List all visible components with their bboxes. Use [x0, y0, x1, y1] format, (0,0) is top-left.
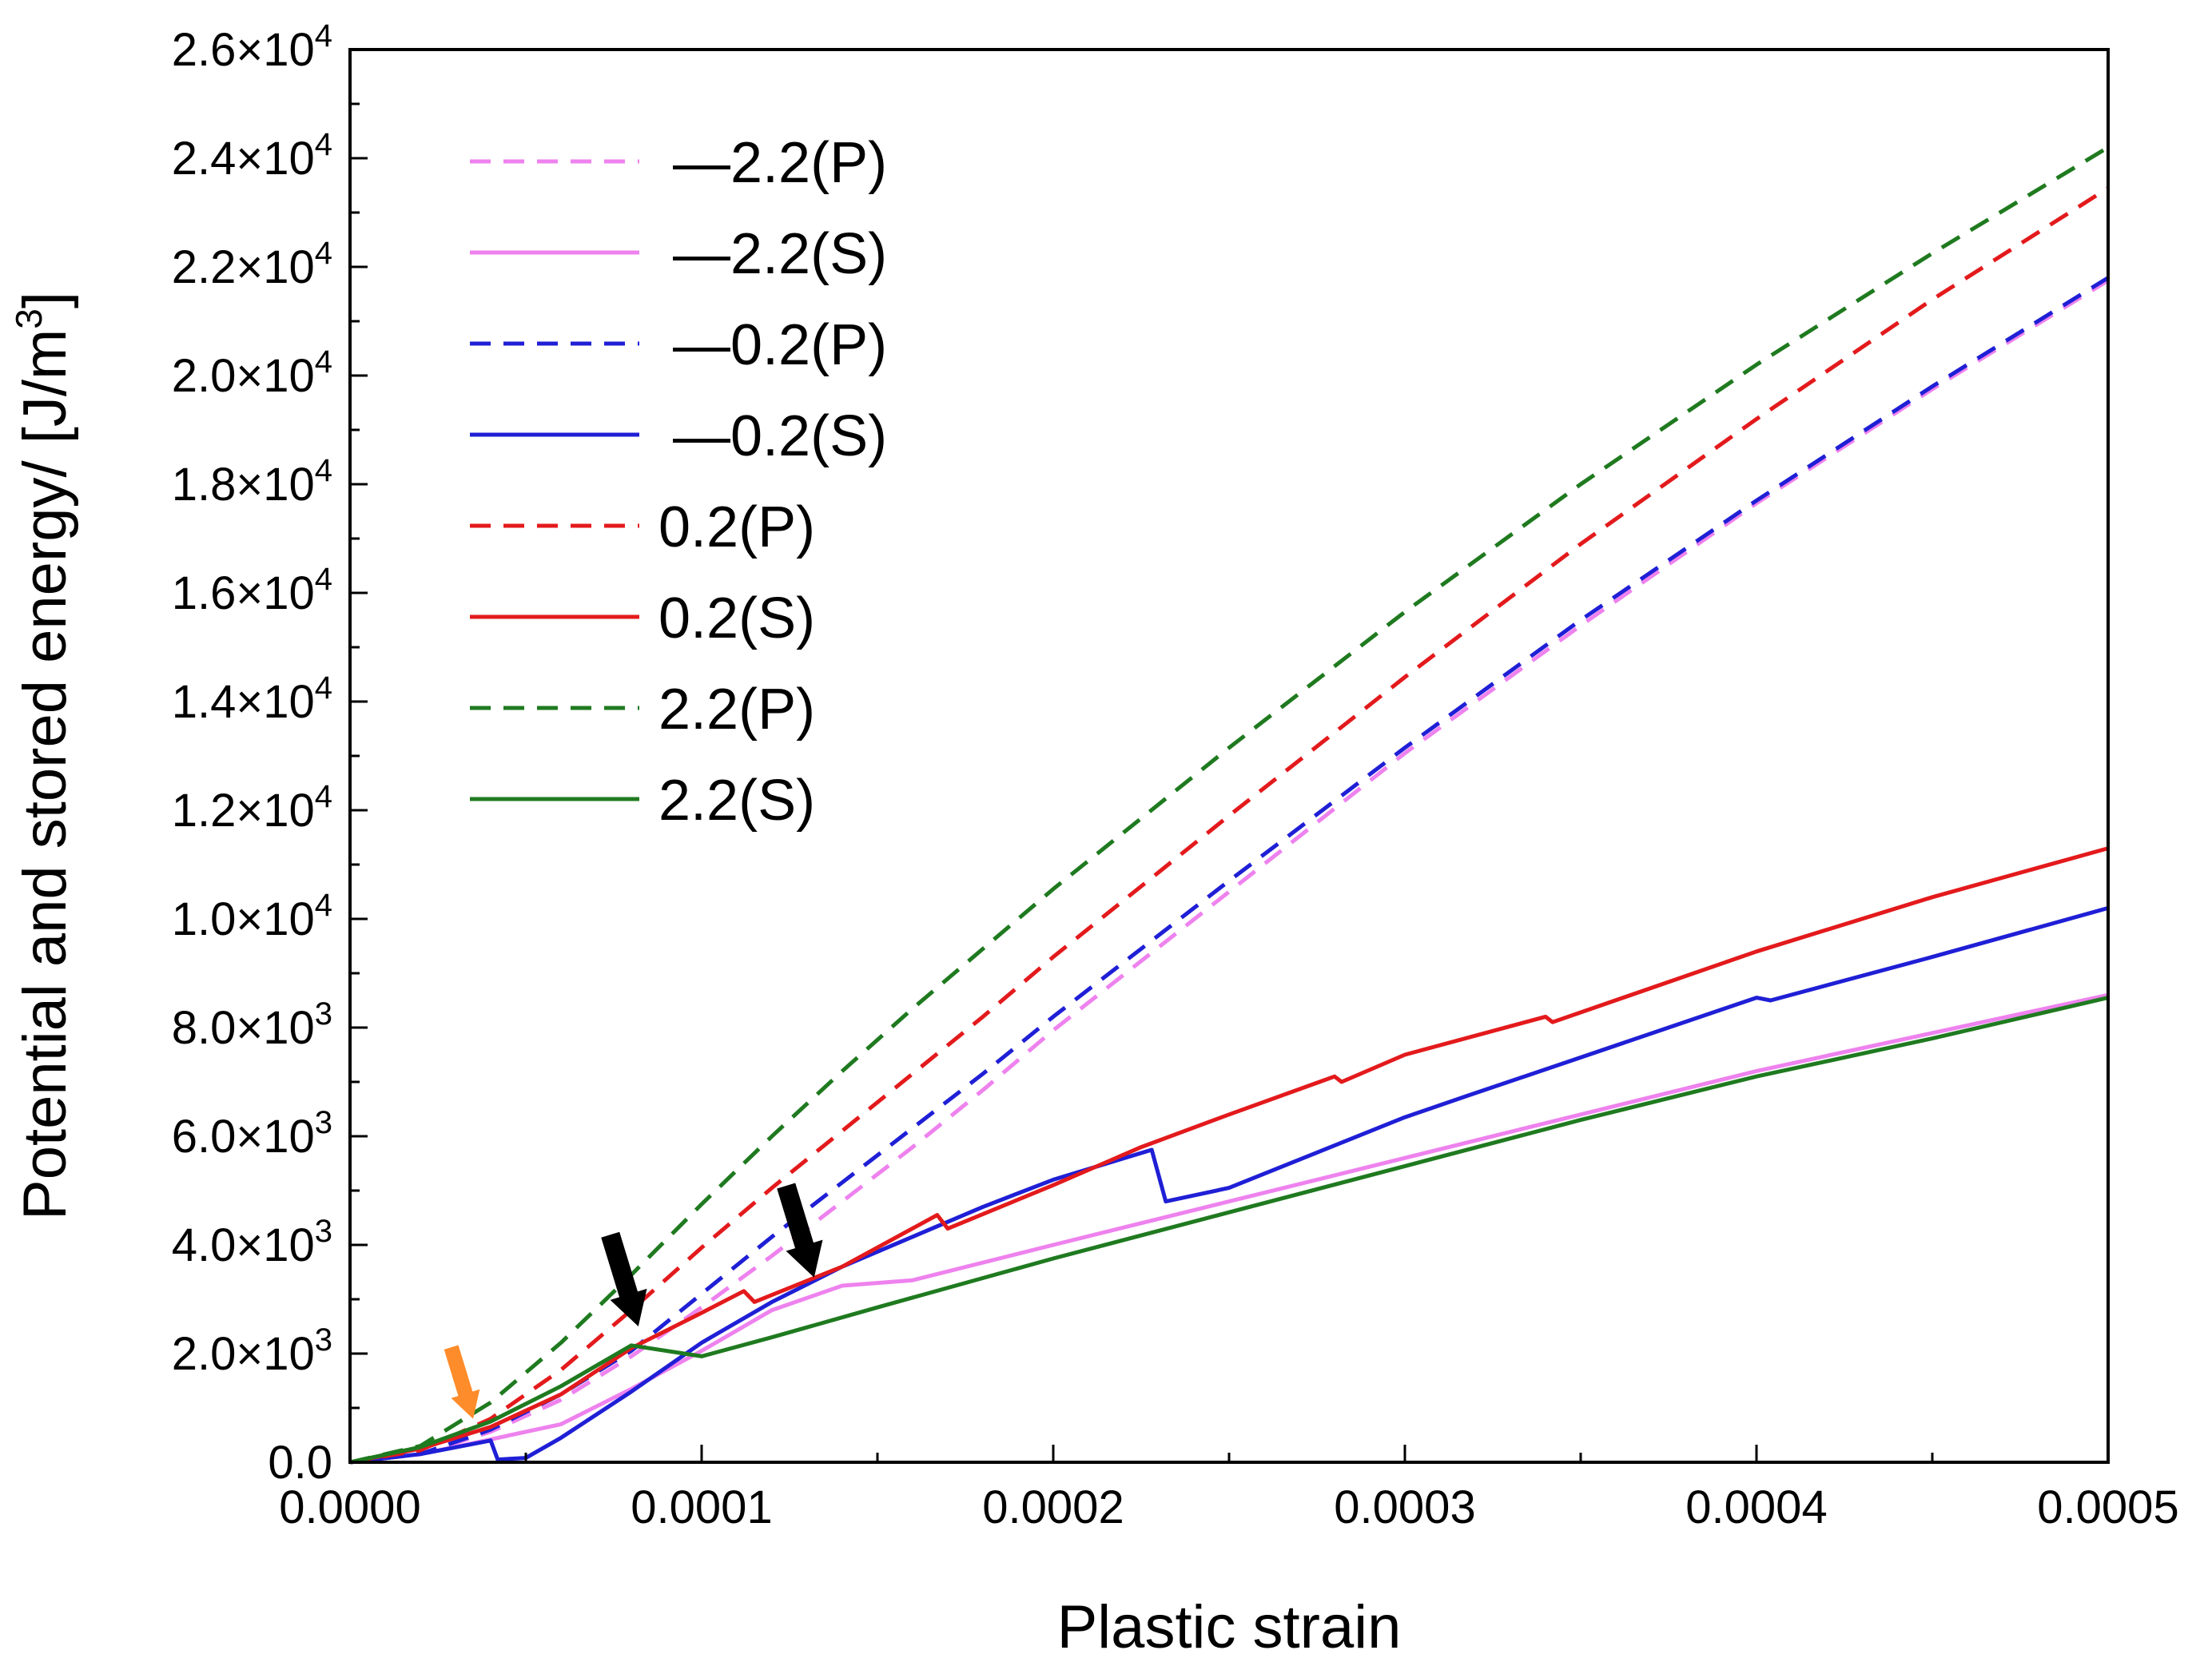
annotation-arrow-2: [601, 1231, 647, 1326]
x-tick-label: 0.0005: [2037, 1481, 2178, 1533]
y-tick-label: 1.4×104: [172, 670, 332, 728]
y-tick-label: 0.0: [268, 1437, 332, 1489]
legend-label: 0.2(P): [658, 495, 815, 559]
annotation-arrow-3: [777, 1183, 823, 1278]
series-line-02s: [349, 846, 2109, 1465]
y-tick-label: 1.2×104: [172, 779, 332, 837]
y-axis-title: Potential and stored energy/ [J/m3]: [8, 292, 79, 1220]
series-line-22s: [349, 996, 2109, 1465]
legend-label: 2.2(S): [658, 769, 815, 833]
y-tick-label: 2.0×103: [172, 1322, 332, 1380]
y-tick-label: 2.4×104: [172, 127, 332, 185]
y-tick-label: 4.0×103: [172, 1214, 332, 1271]
series-line-neg-22s: [349, 992, 2109, 1465]
series-line-neg-02s: [349, 905, 2109, 1465]
series-line-neg-02p: [349, 276, 2110, 1465]
y-tick-label: 1.6×104: [172, 562, 332, 619]
legend-item-neg-02s: —0.2(S): [470, 404, 887, 468]
x-tick-label: 0.0000: [279, 1481, 420, 1533]
y-tick-labels: 0.0 2.0×103 4.0×103 6.0×103 8.0×103 1.0×104 1.…: [172, 18, 332, 1489]
y-tick-label: 2.2×104: [172, 236, 332, 293]
y-axis-title-superscript: 3: [8, 308, 50, 329]
legend-item-22s: 2.2(S): [470, 769, 815, 833]
series-line-02p: [349, 186, 2110, 1465]
legend-label: —0.2(S): [673, 404, 887, 468]
y-axis-title-close: ]: [11, 292, 79, 308]
y-tick-label: 2.0×104: [172, 344, 332, 402]
x-tick-labels: 0.0000 0.0001 0.0002 0.0003 0.0004 0.0005: [279, 1481, 2178, 1533]
legend-item-neg-02p: —0.2(P): [470, 313, 887, 377]
legend-label: 0.2(S): [658, 586, 815, 650]
legend-label: —2.2(S): [673, 222, 887, 286]
x-tick-label: 0.0001: [631, 1481, 772, 1533]
series-line-22p: [349, 145, 2110, 1465]
legend-item-22p: 2.2(P): [470, 678, 815, 742]
y-axis-title-text: Potential and stored energy/ [J/m: [11, 329, 79, 1220]
legend-label: —2.2(P): [673, 131, 887, 195]
legend-item-02s: 0.2(S): [470, 586, 815, 650]
x-tick-label: 0.0003: [1334, 1481, 1475, 1533]
annotation-arrows: [444, 1183, 823, 1419]
legend-label: —0.2(P): [673, 313, 887, 377]
annotation-arrow-shape: [444, 1345, 480, 1419]
y-tick-label: 6.0×103: [172, 1105, 332, 1163]
legend-item-neg-22s: —2.2(S): [470, 222, 887, 286]
legend: —2.2(P) —2.2(S) —0.2(P) —0.2(S) 0.2(P) 0.2(S)…: [470, 131, 887, 833]
legend-item-neg-22p: —2.2(P): [470, 131, 887, 195]
annotation-arrow-1: [444, 1345, 480, 1419]
annotation-arrow-shape: [601, 1231, 647, 1326]
legend-item-02p: 0.2(P): [470, 495, 815, 559]
y-tick-label: 1.8×104: [172, 453, 332, 511]
x-axis-title: Plastic strain: [1057, 1593, 1402, 1661]
x-tick-label: 0.0002: [982, 1481, 1124, 1533]
tick-marks: [348, 48, 2110, 1464]
annotation-arrow-shape: [777, 1183, 823, 1278]
x-tick-label: 0.0004: [1685, 1481, 1827, 1533]
y-tick-label: 1.0×104: [172, 888, 332, 945]
legend-label: 2.2(P): [658, 678, 815, 742]
series-layer: [349, 145, 2110, 1465]
series-line-neg-22p: [349, 278, 2110, 1465]
y-tick-label: 8.0×103: [172, 996, 332, 1054]
y-tick-label: 2.6×104: [172, 18, 332, 76]
